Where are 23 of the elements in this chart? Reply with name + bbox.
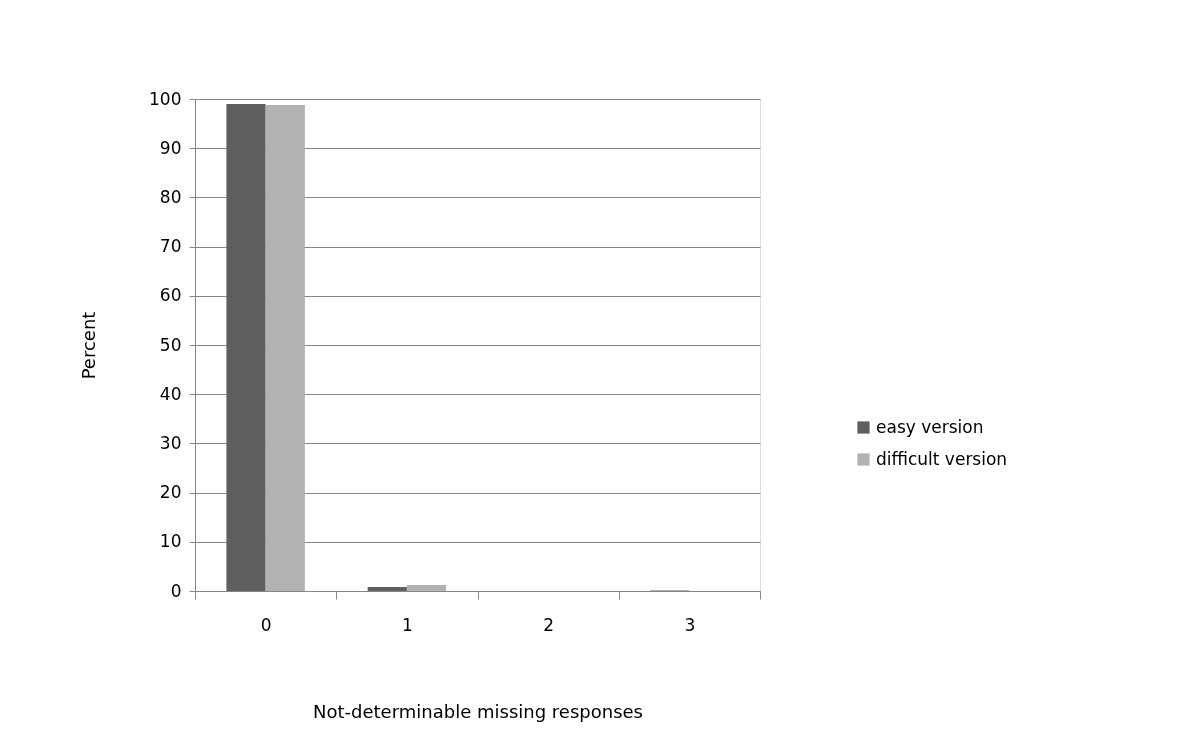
y-tick-label: 50 [159, 334, 182, 355]
x-axis-title: Not-determinable missing responses [313, 700, 643, 722]
y-tick-label: 30 [159, 432, 182, 453]
x-tick-label: 2 [543, 614, 555, 635]
y-tick-label: 20 [159, 482, 182, 503]
bar [265, 104, 305, 591]
y-tick-label: 80 [159, 186, 182, 207]
y-tick-label: 60 [159, 285, 182, 306]
x-tick-label: 3 [684, 614, 696, 635]
legend-label: difficult version [876, 448, 1008, 469]
bar [367, 587, 407, 591]
bar [406, 585, 447, 591]
y-tick-label: 70 [159, 236, 182, 257]
legend-label: easy version [876, 416, 984, 437]
y-tick-label: 100 [149, 88, 182, 109]
y-tick-label: 0 [170, 580, 182, 601]
x-tick-label: 1 [401, 614, 413, 635]
bar [226, 103, 266, 591]
x-tick-label: 0 [260, 614, 272, 635]
y-tick-label: 40 [159, 383, 182, 404]
y-tick-label: 90 [159, 137, 182, 158]
y-axis-title: Percent [78, 311, 100, 380]
y-tick-label: 10 [159, 531, 182, 552]
